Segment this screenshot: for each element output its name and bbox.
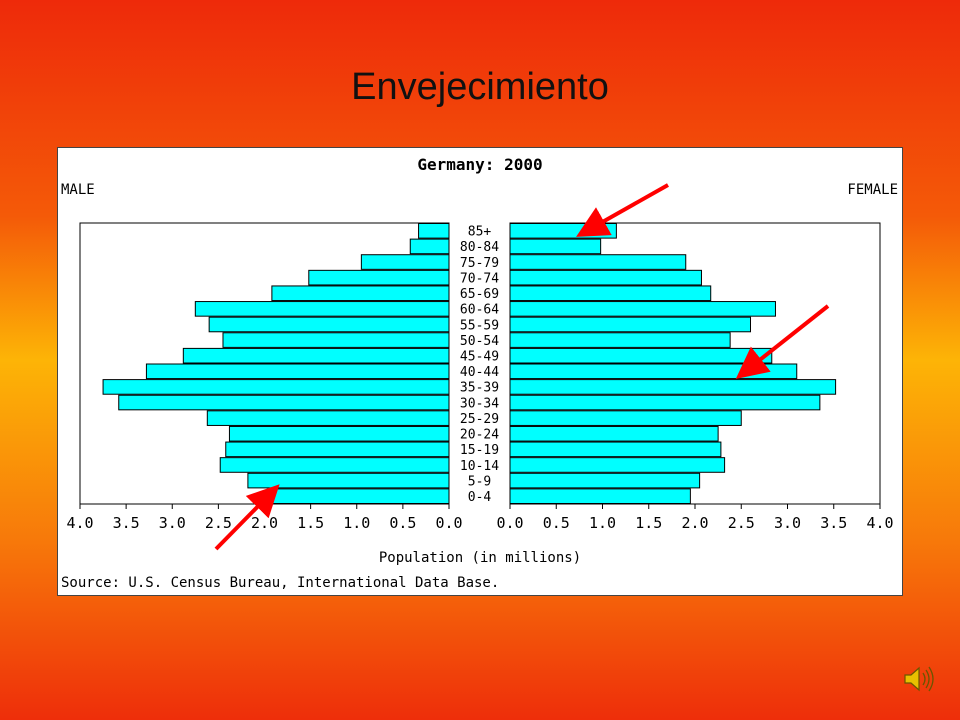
male-bar-65-69: [271, 285, 450, 302]
female-bar-85+: [509, 223, 617, 239]
x-tick-label: 4.0: [66, 514, 93, 532]
male-bar-0-4: [268, 488, 450, 504]
age-label-85+: 85+: [468, 225, 492, 240]
x-tick-label: 3.0: [159, 514, 186, 532]
male-bar-10-14: [219, 457, 450, 473]
male-bar-70-74: [308, 269, 450, 286]
female-bar-80-84: [509, 238, 602, 255]
female-bar-40-44: [509, 363, 798, 380]
female-bar-0-4: [509, 488, 691, 504]
source-note: Source: U.S. Census Bureau, Internationa…: [61, 575, 499, 591]
x-tick-label: 2.0: [681, 514, 708, 532]
female-bar-55-59: [509, 316, 751, 333]
female-label: FEMALE: [847, 182, 898, 198]
male-bar-5-9: [247, 472, 450, 489]
female-bar-15-19: [509, 441, 722, 458]
female-bar-65-69: [509, 285, 712, 302]
male-bar-50-54: [222, 332, 450, 348]
age-label-15-19: 15-19: [460, 443, 499, 458]
age-label-60-64: 60-64: [460, 303, 499, 318]
male-bar-60-64: [194, 301, 450, 317]
x-tick-label: 3.5: [113, 514, 140, 532]
female-bar-10-14: [509, 457, 726, 473]
female-bar-70-74: [509, 269, 702, 286]
female-bar-75-79: [509, 254, 687, 270]
slide-title: Envejecimiento: [351, 66, 609, 108]
age-label-40-44: 40-44: [460, 365, 499, 380]
x-tick-label: 1.5: [635, 514, 662, 532]
male-bar-40-44: [145, 363, 450, 380]
age-label-10-14: 10-14: [460, 459, 499, 474]
age-label-0-4: 0-4: [468, 490, 492, 505]
female-bar-60-64: [509, 301, 776, 317]
age-label-80-84: 80-84: [460, 240, 499, 255]
female-bar-50-54: [509, 332, 731, 348]
male-bar-30-34: [118, 394, 450, 411]
female-bar-30-34: [509, 394, 821, 411]
age-label-35-39: 35-39: [460, 381, 499, 396]
female-bar-20-24: [509, 425, 719, 442]
x-tick-label: 0.5: [543, 514, 570, 532]
speaker-icon[interactable]: [902, 664, 938, 694]
male-bar-35-39: [102, 379, 450, 395]
x-tick-label: 2.5: [728, 514, 755, 532]
x-tick-label: 0.5: [389, 514, 416, 532]
age-label-25-29: 25-29: [460, 412, 499, 427]
age-label-45-49: 45-49: [460, 350, 499, 365]
male-bar-80-84: [409, 238, 450, 255]
male-bar-15-19: [225, 441, 450, 458]
age-label-65-69: 65-69: [460, 287, 499, 302]
chart-title: Germany: 2000: [417, 155, 542, 174]
x-tick-label: 2.0: [251, 514, 278, 532]
x-tick-label: 3.5: [820, 514, 847, 532]
x-tick-label: 4.0: [866, 514, 893, 532]
x-tick-label: 1.5: [297, 514, 324, 532]
female-bar-25-29: [509, 410, 742, 426]
age-label-20-24: 20-24: [460, 428, 499, 443]
x-tick-label: 1.0: [589, 514, 616, 532]
male-label: MALE: [61, 182, 95, 198]
female-bar-5-9: [509, 472, 701, 489]
age-label-30-34: 30-34: [460, 396, 499, 411]
age-label-70-74: 70-74: [460, 271, 499, 286]
x-tick-label: 0.0: [435, 514, 462, 532]
age-label-50-54: 50-54: [460, 334, 499, 349]
female-bar-45-49: [509, 347, 773, 364]
x-tick-label: 0.0: [496, 514, 523, 532]
male-bar-75-79: [360, 254, 450, 270]
x-tick-label: 1.0: [343, 514, 370, 532]
male-bar-45-49: [182, 347, 450, 364]
age-label-75-79: 75-79: [460, 256, 499, 271]
age-label-55-59: 55-59: [460, 318, 499, 333]
pyramid-svg: Germany: 2000 MALE FEMALE 85+80-8475-797…: [61, 155, 898, 591]
female-bar-35-39: [509, 379, 837, 395]
male-bar-55-59: [208, 316, 450, 333]
x-tick-label: 3.0: [774, 514, 801, 532]
male-bar-85+: [418, 223, 450, 239]
male-bar-25-29: [206, 410, 450, 426]
x-axis-label: Population (in millions): [379, 550, 581, 566]
population-pyramid-chart: Germany: 2000 MALE FEMALE 85+ 80-84 75-79 7…: [57, 147, 903, 596]
male-bar-20-24: [228, 425, 450, 442]
age-label-5-9: 5-9: [468, 474, 491, 489]
x-tick-label: 2.5: [205, 514, 232, 532]
